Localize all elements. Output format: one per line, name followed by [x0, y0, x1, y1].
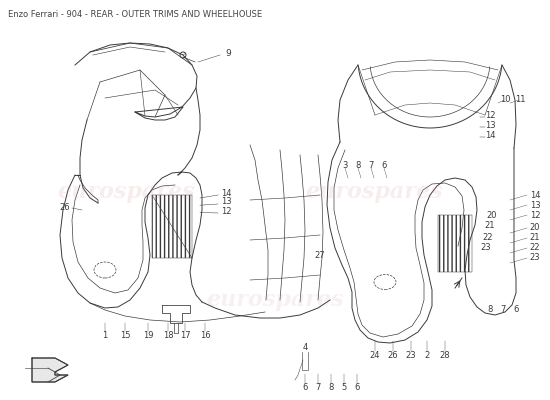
Bar: [152, 195, 192, 258]
Text: 9: 9: [225, 48, 231, 58]
Text: 19: 19: [143, 330, 153, 340]
Text: 21: 21: [485, 220, 495, 230]
Text: 13: 13: [530, 200, 540, 210]
Text: 21: 21: [530, 234, 540, 242]
Text: 22: 22: [483, 232, 493, 242]
Text: 23: 23: [481, 244, 491, 252]
Text: 13: 13: [485, 120, 496, 130]
Text: eurospares: eurospares: [206, 289, 344, 311]
Text: 23: 23: [406, 350, 416, 360]
Text: 7: 7: [500, 306, 505, 314]
Text: 6: 6: [302, 384, 307, 392]
Text: 13: 13: [221, 198, 232, 206]
Text: 8: 8: [328, 384, 334, 392]
Text: 10: 10: [500, 96, 510, 104]
Text: 24: 24: [370, 350, 380, 360]
Text: 12: 12: [221, 206, 231, 216]
Text: 15: 15: [120, 330, 130, 340]
Bar: [438, 215, 472, 272]
Text: 20: 20: [487, 210, 497, 220]
Text: eurospares: eurospares: [58, 181, 195, 203]
Text: 20: 20: [530, 224, 540, 232]
Text: 18: 18: [163, 330, 173, 340]
Text: 7: 7: [368, 160, 373, 170]
Text: 3: 3: [342, 160, 348, 170]
Text: 5: 5: [342, 384, 346, 392]
Text: 6: 6: [513, 306, 519, 314]
Text: 27: 27: [315, 250, 325, 260]
Text: 6: 6: [381, 160, 387, 170]
Text: 26: 26: [388, 350, 398, 360]
Text: 23: 23: [530, 254, 540, 262]
Text: 7: 7: [315, 384, 321, 392]
Text: Enzo Ferrari - 904 - REAR - OUTER TRIMS AND WHEELHOUSE: Enzo Ferrari - 904 - REAR - OUTER TRIMS …: [8, 10, 262, 19]
Text: 14: 14: [530, 190, 540, 200]
Text: 28: 28: [439, 350, 450, 360]
Text: 22: 22: [530, 244, 540, 252]
Text: 14: 14: [221, 188, 231, 198]
Text: 8: 8: [487, 306, 493, 314]
Text: 8: 8: [355, 160, 361, 170]
Text: 1: 1: [102, 330, 108, 340]
Text: 11: 11: [515, 96, 525, 104]
Text: 6: 6: [354, 384, 360, 392]
Text: 17: 17: [180, 330, 190, 340]
Text: 16: 16: [200, 330, 210, 340]
Text: 26: 26: [60, 202, 70, 212]
Polygon shape: [32, 358, 68, 382]
Text: eurospares: eurospares: [305, 181, 443, 203]
Text: 12: 12: [485, 110, 495, 120]
Text: 4: 4: [302, 344, 307, 352]
Text: 2: 2: [425, 350, 430, 360]
Text: 12: 12: [530, 210, 540, 220]
Text: 14: 14: [485, 130, 495, 140]
